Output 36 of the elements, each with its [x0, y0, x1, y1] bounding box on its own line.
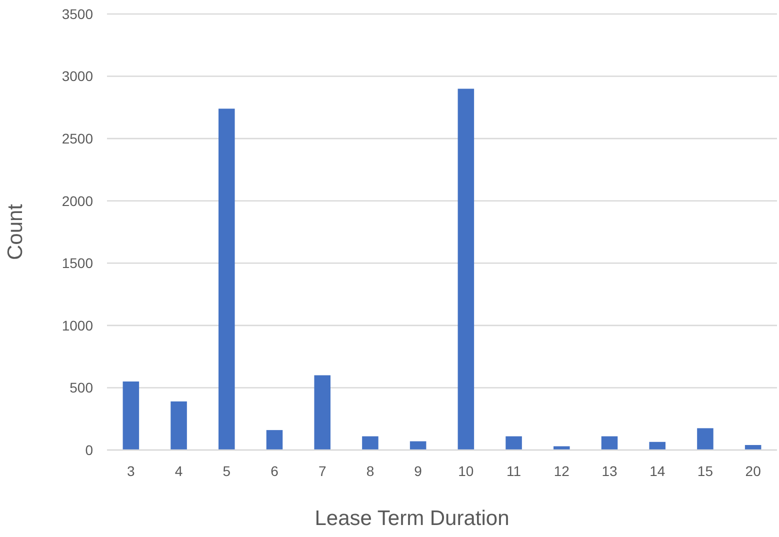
x-tick-label: 5	[222, 463, 231, 479]
y-tick-label: 2000	[62, 192, 94, 209]
y-tick-label: 1500	[62, 255, 94, 272]
y-tick-label: 3500	[62, 6, 94, 22]
bar	[506, 436, 522, 450]
bar	[314, 375, 330, 450]
x-tick-label: 6	[270, 463, 279, 479]
bar	[697, 428, 714, 450]
x-tick-label: 20	[745, 463, 762, 479]
x-axis-title: Lease Term Duration	[314, 507, 510, 530]
bar	[266, 430, 283, 450]
x-tick-label: 3	[127, 463, 136, 479]
x-tick-label: 14	[650, 463, 666, 479]
bar	[218, 108, 235, 450]
x-tick-label: 15	[697, 463, 714, 479]
y-tick-label: 1000	[62, 317, 94, 334]
x-tick-label: 11	[506, 463, 522, 479]
x-tick-label: 13	[602, 463, 618, 479]
bar	[458, 88, 474, 450]
y-tick-label: 3000	[62, 68, 94, 84]
x-tick-label: 8	[366, 463, 374, 479]
bar	[362, 436, 378, 450]
bar	[122, 381, 140, 450]
y-tick-label: 0	[85, 442, 94, 458]
bar	[170, 401, 187, 450]
x-tick-label: 9	[414, 463, 422, 479]
x-tick-label: 7	[318, 463, 326, 479]
bar	[649, 442, 666, 450]
y-axis-title: Count	[4, 204, 27, 260]
x-tick-label: 4	[174, 463, 183, 479]
bar	[410, 441, 426, 450]
x-tick-label: 12	[554, 463, 570, 479]
x-tick-label: 10	[458, 463, 474, 479]
bar	[601, 436, 618, 450]
y-tick-label: 500	[70, 380, 94, 396]
y-tick-label: 2500	[62, 130, 94, 146]
